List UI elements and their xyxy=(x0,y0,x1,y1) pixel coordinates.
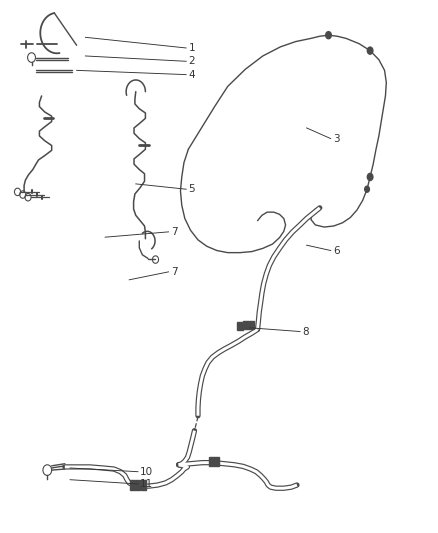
Circle shape xyxy=(367,173,374,181)
Text: 11: 11 xyxy=(140,479,153,489)
Text: 2: 2 xyxy=(188,56,195,66)
Text: 4: 4 xyxy=(188,70,195,79)
Text: 10: 10 xyxy=(140,467,153,477)
Text: 6: 6 xyxy=(333,246,339,255)
Text: 8: 8 xyxy=(302,327,309,336)
Text: 3: 3 xyxy=(333,134,339,143)
Circle shape xyxy=(367,46,374,55)
Text: 1: 1 xyxy=(188,43,195,53)
Bar xyxy=(130,480,140,490)
Bar xyxy=(237,322,243,330)
Bar xyxy=(209,457,219,466)
Bar xyxy=(244,321,254,329)
Circle shape xyxy=(364,185,370,193)
Text: 5: 5 xyxy=(188,184,195,194)
Text: 7: 7 xyxy=(171,227,177,237)
Circle shape xyxy=(325,31,332,39)
Bar xyxy=(141,480,146,490)
Text: 7: 7 xyxy=(171,267,177,277)
